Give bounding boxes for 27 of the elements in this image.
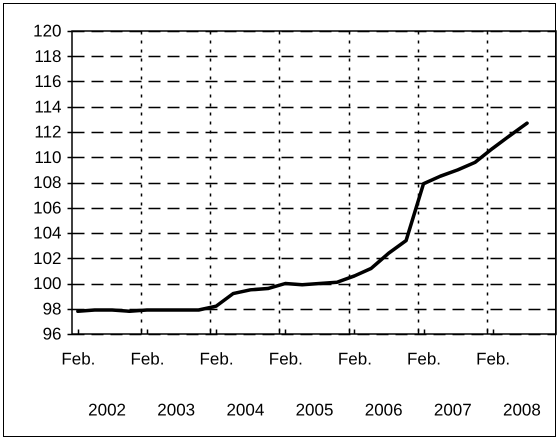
y-tick-label: 102 [33,248,62,268]
y-tick-label: 98 [42,299,62,318]
y-tick-label: 112 [34,122,62,142]
x2-tick-label: 2008 [503,400,541,420]
x-tick-label: Feb. [406,350,442,368]
x2-tick-label: 2007 [434,400,472,420]
x-tick-label: Feb. [61,350,96,368]
y-tick-label: 114 [34,97,62,116]
x2-tick-label: 2006 [364,400,403,420]
x2-tick-label: 2003 [157,400,196,420]
x-tick-label: Feb. [130,350,164,368]
y-tick-label: 106 [33,198,62,218]
y-tick-label: 110 [34,148,62,167]
y-tick-label: 116 [34,72,62,91]
x-tick-label: Feb. [200,350,234,368]
x-tick-label: Feb. [268,350,303,368]
x2-tick-label: 2004 [226,400,264,420]
y-tick-label: 100 [33,274,62,293]
y-tick-label: 108 [33,173,62,192]
x-tick-label: Feb. [476,350,510,368]
x2-tick-label: 2002 [88,400,126,420]
x2-tick-label: 2005 [296,400,334,420]
y-tick-label: 96 [42,324,62,344]
x-tick-label: Feb. [338,350,372,368]
y-tick-label: 104 [33,224,62,242]
y-tick-label: 118 [34,46,62,66]
y-tick-label: 120 [33,22,62,40]
